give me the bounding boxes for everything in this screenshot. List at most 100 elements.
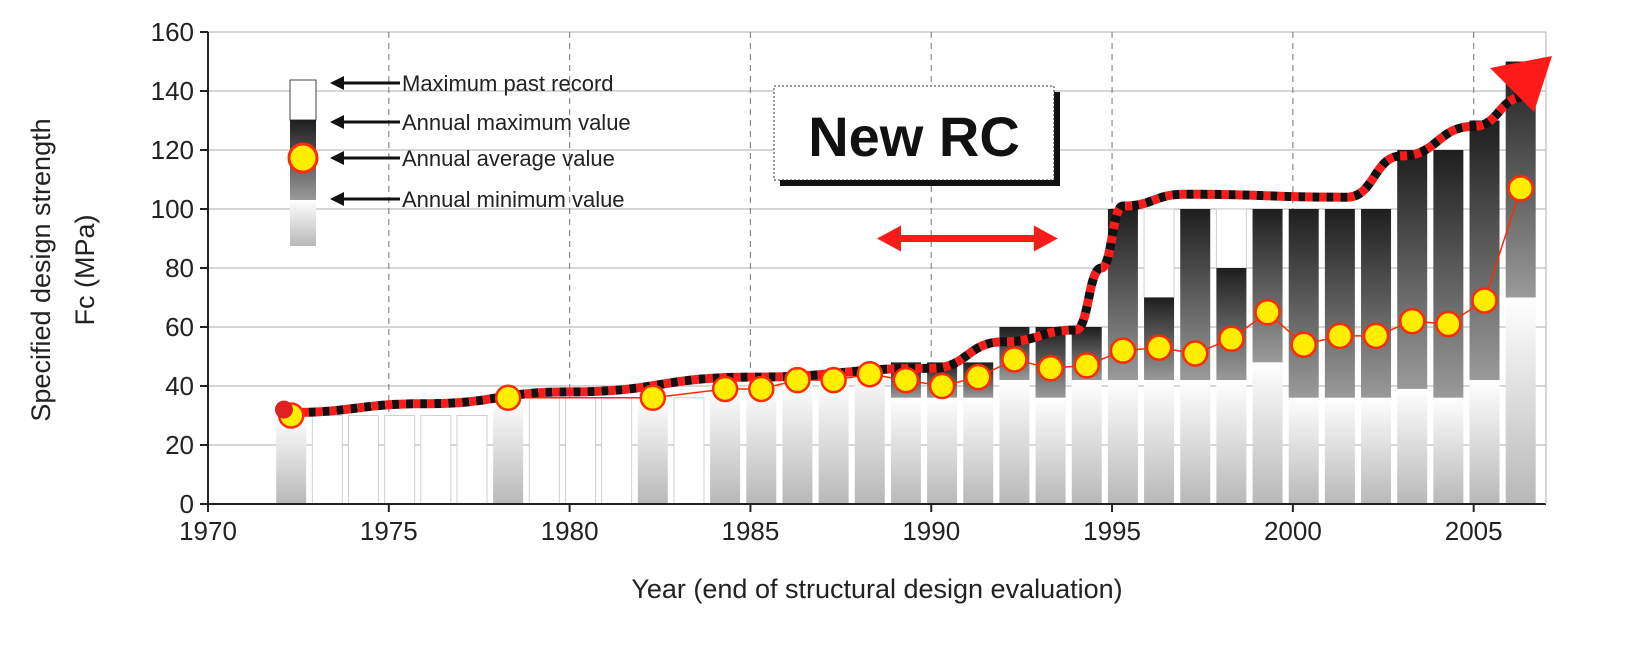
- bar-record-segment: [420, 415, 452, 505]
- bar-range-segment: [1252, 209, 1283, 363]
- y-tick-label: 120: [151, 135, 194, 165]
- bars-layer: [276, 61, 1536, 505]
- trend-layer: [287, 92, 1525, 418]
- bar-min-segment: [1324, 397, 1355, 504]
- bar-range-segment: [818, 380, 849, 504]
- tick-labels-layer: 0 20 40 60 80 100 120 140 160 1970 1975 1980 1985 199…: [151, 17, 1503, 546]
- bar-range-segment: [1469, 120, 1500, 381]
- average-marker: [1109, 337, 1137, 364]
- legend-arrowhead-min: [330, 192, 344, 206]
- bar-min-segment: [999, 380, 1030, 504]
- bar-range-segment: [493, 397, 524, 504]
- x-axis-title: Year (end of structural design evaluatio…: [631, 574, 1122, 604]
- y-tick-label: 60: [165, 312, 194, 342]
- callout-box: [773, 85, 1055, 181]
- trend-arrowhead: [1490, 56, 1552, 112]
- average-marker: [748, 375, 775, 403]
- average-marker: [892, 366, 920, 394]
- bar-range-segment: [1216, 268, 1247, 381]
- bar-min-segment: [890, 397, 921, 504]
- bar-record-segment: [528, 397, 560, 505]
- average-marker: [1073, 352, 1100, 379]
- bar-min-segment: [1433, 397, 1464, 504]
- average-marker: [1398, 307, 1426, 335]
- average-markers-layer: [274, 175, 1534, 429]
- bar-min-segment: [1035, 397, 1066, 504]
- bar-record-segment: [311, 415, 343, 505]
- y-tick-label: 160: [151, 17, 194, 47]
- bar-record-segment: [564, 397, 596, 505]
- average-marker: [856, 360, 884, 388]
- x-tick-label: 2000: [1264, 516, 1322, 546]
- trend-line-black: [287, 92, 1525, 418]
- trend-line-red: [287, 92, 1525, 418]
- bar-range-segment: [1288, 209, 1319, 398]
- bar-range-segment: [1397, 150, 1428, 389]
- x-tick-label: 1990: [902, 516, 960, 546]
- bar-record-segment: [1143, 208, 1175, 298]
- bar-min-segment: [1252, 362, 1283, 504]
- legend-label-max: Annual maximum value: [402, 110, 631, 135]
- legend-label-min: Annual minimum value: [402, 187, 625, 212]
- average-marker: [1507, 175, 1534, 202]
- bar-min-segment: [927, 397, 958, 504]
- bar-record-segment: [456, 415, 488, 505]
- bar-range-segment: [1433, 150, 1464, 398]
- average-marker: [965, 363, 992, 391]
- average-marker: [494, 384, 522, 412]
- legend: Maximum past record Annual maximum value…: [287, 71, 631, 246]
- average-marker: [1362, 322, 1390, 350]
- bar-record-segment: [384, 415, 416, 505]
- legend-average-marker: [287, 142, 319, 174]
- average-marker: [784, 366, 811, 394]
- legend-label-avg: Annual average value: [402, 146, 615, 171]
- average-marker: [1181, 340, 1209, 367]
- y-tick-label: 140: [151, 76, 194, 106]
- y-tick-label: 20: [165, 430, 194, 460]
- average-marker: [1435, 310, 1462, 338]
- bar-record-segment: [1215, 208, 1247, 269]
- callout-label: New RC: [808, 105, 1020, 168]
- average-marker: [1254, 299, 1281, 326]
- y-tick-label: 80: [165, 253, 194, 283]
- x-tick-label: 1995: [1083, 516, 1141, 546]
- bar-min-segment: [1397, 388, 1428, 504]
- double-arrow: [877, 225, 1058, 252]
- average-marker: [1326, 322, 1354, 350]
- average-marker: [820, 366, 847, 394]
- legend-arrowhead-max: [330, 115, 344, 129]
- bar-min-segment: [1180, 380, 1211, 504]
- y-axis-title-line1: Specified design strength: [26, 118, 56, 421]
- average-marker: [1290, 331, 1317, 358]
- legend-arrowhead-avg: [330, 151, 344, 165]
- y-tick-label: 100: [151, 194, 194, 224]
- bar-record-segment: [673, 397, 705, 505]
- bar-range-segment: [746, 386, 777, 504]
- x-tick-label: 1975: [360, 516, 418, 546]
- trend-end-arrowhead: [1490, 56, 1552, 112]
- x-tick-label: 1985: [722, 516, 780, 546]
- legend-label-record: Maximum past record: [402, 71, 614, 96]
- x-tick-label: 1980: [541, 516, 599, 546]
- bar-min-segment: [963, 397, 994, 504]
- average-marker: [711, 375, 739, 403]
- bar-range-segment: [637, 397, 668, 504]
- double-arrow-left-head: [877, 225, 901, 252]
- legend-swatch-record: [289, 79, 317, 121]
- average-marker: [639, 384, 667, 412]
- bar-min-segment: [1144, 380, 1175, 504]
- x-tick-label: 2005: [1445, 516, 1503, 546]
- bar-range-segment: [1324, 209, 1355, 398]
- legend-swatch-min: [290, 200, 316, 246]
- bar-range-segment: [782, 380, 813, 504]
- average-marker: [928, 372, 956, 400]
- y-tick-label: 40: [165, 371, 194, 401]
- bar-min-segment: [1288, 397, 1319, 504]
- bar-min-segment: [1469, 380, 1500, 504]
- legend-arrowhead-record: [330, 76, 344, 90]
- x-tick-label: 1970: [179, 516, 237, 546]
- bar-min-segment: [1216, 380, 1247, 504]
- bar-record-segment: [601, 397, 633, 505]
- bar-min-segment: [1071, 380, 1102, 504]
- bar-range-segment: [1361, 209, 1392, 398]
